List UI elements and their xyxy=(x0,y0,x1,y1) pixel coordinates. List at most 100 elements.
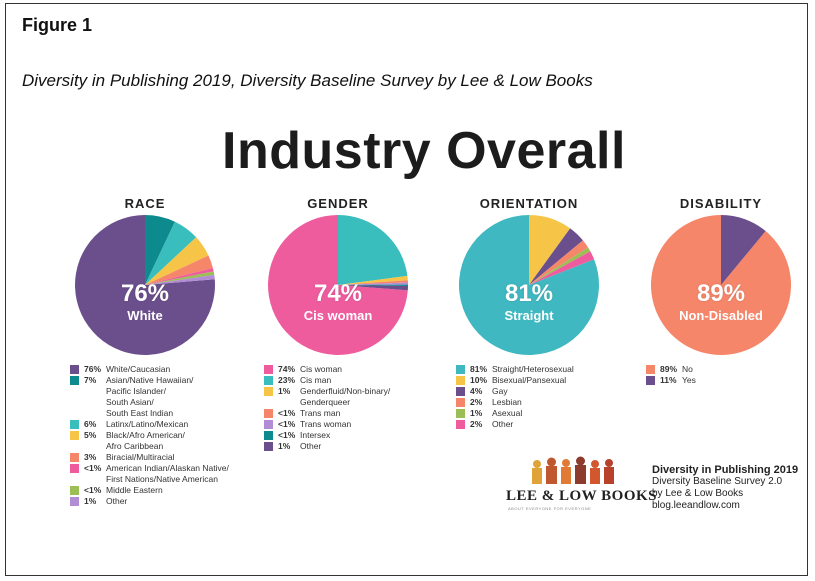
legend-percent: 6% xyxy=(84,419,97,429)
legend-item: 2% Other xyxy=(456,419,656,430)
pie-slice-race-other xyxy=(145,274,215,285)
pie-race: RACE 76% White xyxy=(60,196,230,356)
legend-label: Trans man xyxy=(300,408,341,418)
pie-big-disability: 89% xyxy=(696,280,746,307)
pie-svg-orientation xyxy=(458,215,599,355)
pie-big-race: 76% xyxy=(120,280,170,307)
pie-sub-race: White xyxy=(127,308,163,323)
pie-slice-orientation-straight-heterosexual xyxy=(458,215,599,355)
pie-slice-gender-other xyxy=(338,285,408,291)
legend-item: 3% Biracial/Multiracial xyxy=(70,452,270,463)
legend-item: 76% White/Caucasian xyxy=(70,364,270,375)
legend-item: <1% American Indian/Alaskan Native/ First… xyxy=(70,463,270,485)
legend-item: <1% Trans woman xyxy=(264,419,464,430)
legend-percent: 3% xyxy=(84,452,97,462)
pie-slice-orientation-lesbian xyxy=(529,240,589,285)
legend-label: Genderfluid/Non-binary/ Genderqueer xyxy=(300,386,391,407)
legend-swatch xyxy=(264,365,273,374)
legend-percent: 81% xyxy=(470,364,488,374)
survey-title: Diversity in Publishing 2019 xyxy=(652,464,799,476)
pie-svg-gender xyxy=(267,214,409,355)
survey-line3: by Lee & Low Books xyxy=(652,488,744,499)
books-logo-icon xyxy=(532,456,614,484)
pie-slice-gender-cis-man xyxy=(338,215,408,285)
legend-swatch xyxy=(456,398,465,407)
legend-item: 1% Asexual xyxy=(456,408,656,419)
legend-item: 81% Straight/Heterosexual xyxy=(456,364,656,375)
pie-svg-disability xyxy=(651,215,792,355)
legend-percent: 1% xyxy=(84,496,97,506)
pie-slice-race-asian-native-hawaiian xyxy=(145,215,175,285)
legend-label: Gay xyxy=(492,386,508,396)
legend-percent: 7% xyxy=(84,375,97,385)
footer: LEE & LOW BOOKS ABOUT EVERYONE FOR EVERY… xyxy=(480,456,798,516)
legend-item: 7% Asian/Native Hawaiian/ Pacific Islande… xyxy=(70,375,270,419)
survey-credit: Diversity in Publishing 2019 Diversity B… xyxy=(652,464,798,512)
pie-slice-orientation-gay xyxy=(529,228,583,285)
pie-sub-gender: Cis woman xyxy=(303,308,373,323)
legend-label: Other xyxy=(106,496,128,506)
figure-frame: Figure 1 Diversity in Publishing 2019, D… xyxy=(5,3,808,576)
pie-slice-race-middle-eastern xyxy=(145,271,215,285)
legend-item: 89% No xyxy=(646,364,786,375)
pie-slice-orientation-bisexual-pansexual xyxy=(529,215,571,285)
pie-slice-gender-trans-woman xyxy=(338,282,408,285)
pie-slice-gender-trans-man xyxy=(338,280,408,285)
pie-slice-disability-yes xyxy=(721,215,766,285)
pie-title-orientation: ORIENTATION xyxy=(479,196,579,211)
pie-slice-race-american-indian-alaskan-native xyxy=(145,267,214,285)
legend-label: Yes xyxy=(682,375,696,385)
pie-slice-orientation-asexual xyxy=(529,247,591,285)
legend-label: No xyxy=(682,364,693,374)
legend-percent: <1% xyxy=(278,419,296,429)
legend-swatch xyxy=(646,365,655,374)
legend-label: American Indian/Alaskan Native/ First Na… xyxy=(106,463,229,484)
pie-slice-race-white-caucasian xyxy=(74,215,215,355)
legend-swatch xyxy=(456,409,465,418)
survey-line2: Diversity Baseline Survey 2.0 xyxy=(652,476,783,487)
legend-item: <1% Intersex xyxy=(264,430,464,441)
pie-slice-race-biracial-multiracial xyxy=(145,255,213,285)
pie-svg-race xyxy=(74,215,215,355)
pie-title-disability: DISABILITY xyxy=(679,196,763,211)
legend-percent: 1% xyxy=(278,386,291,396)
pie-sub-disability: Non-Disabled xyxy=(679,308,763,323)
legend-swatch xyxy=(70,497,79,506)
legend-percent: <1% xyxy=(84,463,102,473)
legend-swatch xyxy=(264,431,273,440)
legend-item: 23% Cis man xyxy=(264,375,464,386)
pie-sub-orientation: Straight xyxy=(504,308,554,323)
legend-swatch xyxy=(456,365,465,374)
legend-swatch xyxy=(70,486,79,495)
legend-swatch xyxy=(646,376,655,385)
legend-swatch xyxy=(264,420,273,429)
legend-percent: 4% xyxy=(470,386,483,396)
legend-percent: 89% xyxy=(660,364,678,374)
legend-swatch xyxy=(70,365,79,374)
legend-percent: 23% xyxy=(278,375,296,385)
legend-item: <1% Middle Eastern xyxy=(70,485,270,496)
legend-item: 74% Cis woman xyxy=(264,364,464,375)
legend-race: 76% White/Caucasian 7% Asian/Native Hawaiia… xyxy=(70,364,270,507)
legend-item: 5% Black/Afro American/ Afro Caribbean xyxy=(70,430,270,452)
legend-swatch xyxy=(264,387,273,396)
legend-item: 1% Other xyxy=(70,496,270,507)
pie-title-race: RACE xyxy=(124,196,166,211)
legend-percent: <1% xyxy=(84,485,102,495)
legend-label: White/Caucasian xyxy=(106,364,171,374)
legend-label: Cis woman xyxy=(300,364,343,374)
legend-label: Lesbian xyxy=(492,397,522,407)
legend-percent: 1% xyxy=(278,441,291,451)
legend-label: Black/Afro American/ Afro Caribbean xyxy=(106,430,185,451)
pie-big-orientation: 81% xyxy=(504,280,554,307)
figure-label: Figure 1 xyxy=(22,15,93,35)
legend-percent: <1% xyxy=(278,408,296,418)
logo-tagline: ABOUT EVERYONE FOR EVERYONE xyxy=(508,506,592,511)
infographic: Industry Overall RACE 76% White GENDER 7… xyxy=(54,108,798,568)
legend-swatch xyxy=(70,376,79,385)
legend-swatch xyxy=(456,420,465,429)
legend-item: 2% Lesbian xyxy=(456,397,656,408)
pie-slice-gender-cis-woman xyxy=(267,214,408,355)
pie-big-gender: 74% xyxy=(313,280,363,307)
legend-item: 1% Other xyxy=(264,441,464,452)
